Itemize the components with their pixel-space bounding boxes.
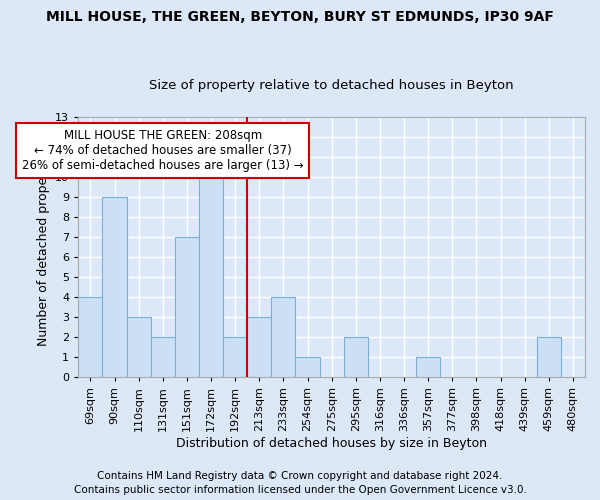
Bar [344, 338, 368, 378]
Bar [79, 297, 103, 378]
Text: Contains HM Land Registry data © Crown copyright and database right 2024.
Contai: Contains HM Land Registry data © Crown c… [74, 471, 526, 495]
Bar [151, 338, 175, 378]
Bar [175, 237, 199, 378]
Bar [537, 338, 561, 378]
Title: Size of property relative to detached houses in Beyton: Size of property relative to detached ho… [149, 79, 514, 92]
Bar [416, 358, 440, 378]
Bar [199, 157, 223, 378]
X-axis label: Distribution of detached houses by size in Beyton: Distribution of detached houses by size … [176, 437, 487, 450]
Text: MILL HOUSE THE GREEN: 208sqm
← 74% of detached houses are smaller (37)
26% of se: MILL HOUSE THE GREEN: 208sqm ← 74% of de… [22, 129, 304, 172]
Bar [271, 297, 295, 378]
Bar [223, 338, 247, 378]
Bar [127, 318, 151, 378]
Bar [247, 318, 271, 378]
Bar [295, 358, 320, 378]
Bar [103, 197, 127, 378]
Y-axis label: Number of detached properties: Number of detached properties [37, 148, 50, 346]
Text: MILL HOUSE, THE GREEN, BEYTON, BURY ST EDMUNDS, IP30 9AF: MILL HOUSE, THE GREEN, BEYTON, BURY ST E… [46, 10, 554, 24]
